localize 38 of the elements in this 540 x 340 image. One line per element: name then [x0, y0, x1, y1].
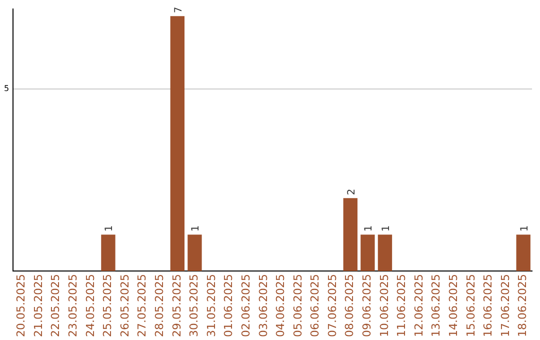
x-tick-label: 20.05.2025	[14, 274, 28, 338]
x-tick-label: 08.06.2025	[343, 274, 356, 338]
x-tick-label: 22.05.2025	[49, 274, 62, 338]
x-tick-label: 16.06.2025	[482, 274, 495, 338]
x-tick-label: 04.06.2025	[274, 274, 288, 338]
x-tick-label: 09.06.2025	[360, 274, 374, 338]
x-tick-label: 24.05.2025	[84, 274, 97, 338]
x-tick-label: 28.05.2025	[152, 274, 166, 338]
data-label: 1	[364, 225, 375, 232]
data-label: 1	[104, 225, 116, 232]
x-tick-label: 31.05.2025	[204, 274, 218, 338]
x-tick-label: 15.06.2025	[464, 274, 478, 338]
x-tick-label: 27.05.2025	[136, 274, 149, 338]
x-tick-label: 10.06.2025	[378, 274, 391, 338]
x-tick-label: 18.06.2025	[516, 274, 530, 338]
x-tick-label: 03.06.2025	[256, 274, 270, 338]
y-tick-label: 5	[4, 84, 10, 93]
x-tick-label: 06.06.2025	[308, 274, 322, 338]
data-label: 2	[346, 188, 358, 196]
x-tick-label: 26.05.2025	[118, 274, 132, 338]
x-tick-label: 12.06.2025	[412, 274, 426, 338]
data-label: 1	[380, 225, 392, 232]
x-tick-label: 23.05.2025	[66, 274, 80, 338]
data-label: 1	[519, 225, 530, 232]
x-tick-label: 07.06.2025	[326, 274, 339, 338]
x-tick-label: 30.05.2025	[188, 274, 201, 338]
x-tick-label: 21.05.2025	[32, 274, 45, 338]
x-tick-label: 13.06.2025	[430, 274, 443, 338]
x-tick-label: 11.06.2025	[395, 274, 408, 338]
x-tick-label: 17.06.2025	[498, 274, 512, 338]
x-tick-label: 14.06.2025	[447, 274, 460, 338]
x-tick-label: 29.05.2025	[170, 274, 184, 338]
x-tick-label: 25.05.2025	[101, 274, 114, 338]
x-tick-label: 01.06.2025	[222, 274, 236, 338]
x-tick-label: 05.06.2025	[291, 274, 304, 338]
data-label: 1	[190, 225, 202, 232]
x-tick-label: 02.06.2025	[239, 274, 252, 338]
data-label: 7	[173, 6, 184, 14]
